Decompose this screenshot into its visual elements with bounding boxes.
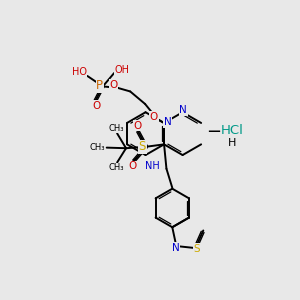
Text: HO: HO — [72, 68, 87, 77]
Text: S: S — [139, 140, 146, 153]
Text: N: N — [179, 105, 187, 115]
Text: P: P — [96, 79, 103, 92]
Text: O: O — [128, 161, 136, 171]
Text: OH: OH — [115, 65, 130, 75]
Text: O: O — [133, 121, 141, 131]
Text: HCl: HCl — [220, 124, 243, 137]
Text: S: S — [194, 244, 200, 254]
Text: O: O — [92, 101, 100, 111]
Text: O: O — [150, 112, 158, 122]
Text: N: N — [164, 117, 172, 128]
Text: N: N — [172, 242, 180, 253]
Text: CH₃: CH₃ — [109, 124, 124, 133]
Text: CH₃: CH₃ — [89, 142, 105, 152]
Text: −: − — [206, 123, 221, 141]
Text: O: O — [109, 80, 117, 90]
Text: H: H — [227, 138, 236, 148]
Text: CH₃: CH₃ — [109, 163, 124, 172]
Text: NH: NH — [145, 161, 160, 171]
